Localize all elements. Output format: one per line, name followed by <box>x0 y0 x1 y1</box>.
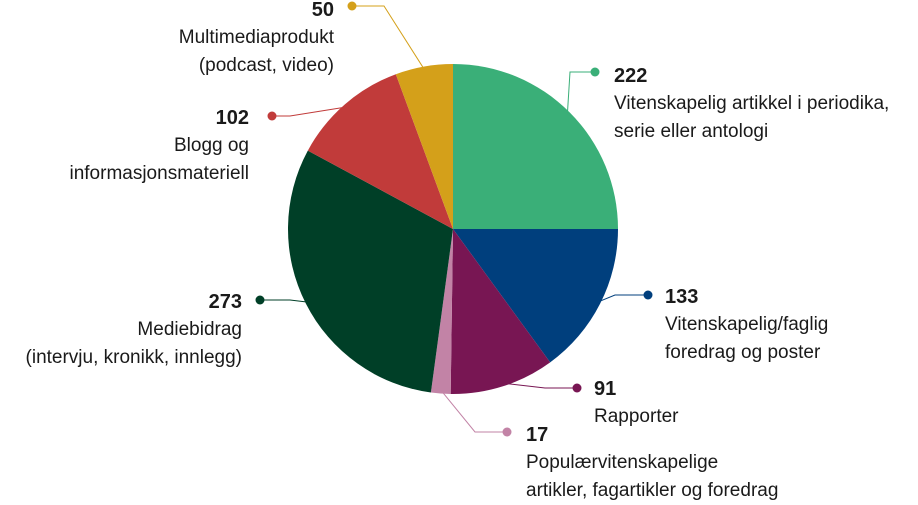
pie-slice-multimedia <box>395 64 453 229</box>
value-vitenskapelig-artikkel: 222 <box>614 65 648 87</box>
value-populaervitenskapelige: 17 <box>526 424 549 446</box>
pie-slice-blogg <box>307 74 453 229</box>
category-vitenskapelig-artikkel: Vitenskapelig artikkel i periodika, seri… <box>614 93 890 142</box>
value-blogg: 102 <box>215 107 249 129</box>
leader-dot-populaervitenskapelige <box>502 427 512 437</box>
category-populaervitenskapelige: Populærvitenskapelige artikler, fagartik… <box>526 452 779 501</box>
leader-dot-vitenskapelig-artikkel <box>590 67 600 77</box>
leader-line-mediebidrag <box>260 299 309 303</box>
label-multimedia: 50 Multimediaprodukt (podcast, video) <box>179 0 334 80</box>
value-multimedia: 50 <box>311 0 334 21</box>
leader-dot-vitenskapelig-foredrag <box>643 290 653 300</box>
pie-slice-mediebidrag <box>287 150 453 393</box>
value-vitenskapelig-foredrag: 133 <box>665 286 699 308</box>
pie-slice-vitenskapelig-foredrag <box>453 229 618 363</box>
pie-slice-rapporter <box>450 229 551 395</box>
category-blogg: Blogg og informasjonsmateriell <box>69 135 249 184</box>
leader-line-multimedia <box>352 5 425 71</box>
leader-dot-rapporter <box>572 383 582 393</box>
category-vitenskapelig-foredrag: Vitenskapelig/faglig foredrag og poster <box>665 314 829 363</box>
value-mediebidrag: 273 <box>208 291 242 313</box>
leader-dot-multimedia <box>347 1 357 11</box>
label-rapporter: 91 Rapporter <box>594 375 679 431</box>
leader-line-rapporter <box>501 382 577 389</box>
category-mediebidrag: Mediebidrag (intervju, kronikk, innlegg) <box>25 319 242 368</box>
label-vitenskapelig-artikkel: 222 Vitenskapelig artikkel i periodika, … <box>614 62 889 146</box>
pie-slice-vitenskapelig-artikkel <box>453 64 618 229</box>
leader-dot-blogg <box>267 111 277 121</box>
label-mediebidrag: 273 Mediebidrag (intervju, kronikk, innl… <box>26 288 242 372</box>
value-rapporter: 91 <box>594 378 617 400</box>
leader-line-blogg <box>272 106 348 117</box>
leader-line-populaervitenskapelige <box>440 389 507 433</box>
category-rapporter: Rapporter <box>594 406 679 427</box>
label-vitenskapelig-foredrag: 133 Vitenskapelig/faglig foredrag og pos… <box>665 283 828 367</box>
leader-line-vitenskapelig-foredrag <box>596 294 648 303</box>
category-multimedia: Multimediaprodukt (podcast, video) <box>178 27 334 76</box>
leader-line-vitenskapelig-artikkel <box>566 71 595 115</box>
label-populaervitenskapelige: 17 Populærvitenskapelige artikler, fagar… <box>526 421 778 505</box>
leader-dot-mediebidrag <box>255 295 265 305</box>
label-blogg: 102 Blogg og informasjonsmateriell <box>69 104 249 188</box>
pie-slice-populaervitenskapelige <box>430 229 453 394</box>
